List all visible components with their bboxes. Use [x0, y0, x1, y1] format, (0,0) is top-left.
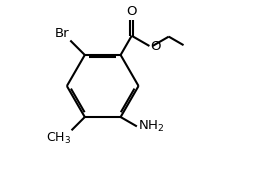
Text: Br: Br: [55, 27, 69, 40]
Text: O: O: [150, 40, 161, 53]
Text: CH$_3$: CH$_3$: [46, 131, 71, 146]
Text: NH$_2$: NH$_2$: [138, 119, 164, 134]
Text: O: O: [126, 5, 137, 18]
